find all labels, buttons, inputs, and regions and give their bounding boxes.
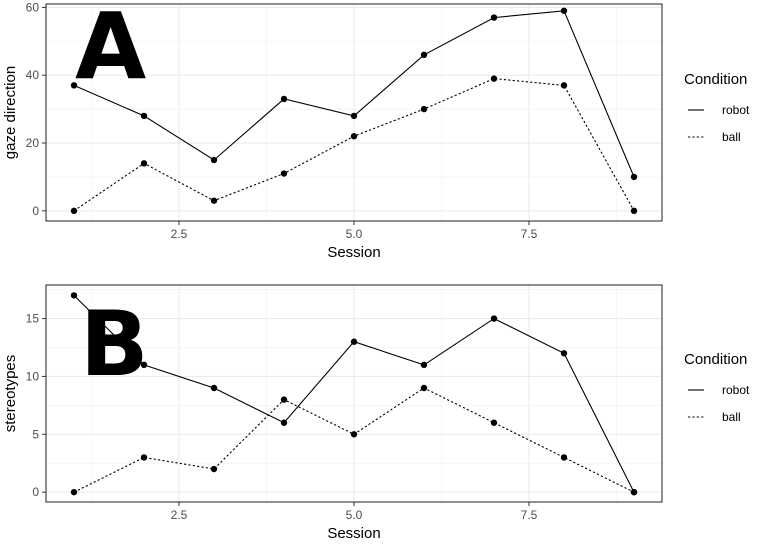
data-point-robot [560, 7, 568, 14]
y-tick-label: 20 [26, 136, 40, 150]
data-point-robot [560, 350, 568, 357]
data-point-ball [280, 170, 288, 177]
data-point-robot [70, 292, 78, 299]
data-point-robot [420, 51, 428, 59]
data-point-robot [630, 173, 638, 181]
data-point-ball [560, 82, 568, 89]
y-tick-label: 15 [26, 312, 40, 326]
x-axis-title: Session [327, 525, 380, 542]
legend-label-ball: ball [722, 410, 741, 424]
x-tick-label: 7.5 [521, 227, 538, 241]
data-point-ball [280, 396, 288, 403]
data-point-ball [630, 207, 638, 215]
data-point-robot [280, 95, 288, 103]
chart-panel-b: 2.5 5.0 7.5 0 5 10 15 B Session stereotypes Condit… [2, 284, 750, 542]
data-point-robot [420, 361, 428, 369]
x-tick-label: 2.5 [171, 227, 188, 241]
y-tick-label: 60 [26, 0, 40, 14]
y-tick-label: 40 [26, 68, 40, 82]
data-point-robot [140, 361, 148, 369]
data-point-robot [70, 82, 78, 89]
data-point-ball [490, 75, 498, 82]
data-point-ball [630, 488, 638, 496]
panel-letter: B [80, 292, 149, 397]
x-tick-label: 5.0 [346, 227, 363, 241]
data-point-robot [350, 338, 358, 345]
y-tick-label: 0 [32, 204, 39, 218]
legend-label-robot: robot [722, 383, 750, 397]
panel-border [45, 3, 663, 222]
y-tick-label: 0 [32, 485, 39, 499]
data-point-robot [490, 14, 498, 21]
data-point-ball [490, 419, 498, 426]
data-point-robot [210, 384, 218, 392]
data-point-ball [350, 133, 358, 140]
y-tick-label: 5 [32, 427, 39, 441]
data-point-robot [140, 112, 148, 120]
legend: Condition robot ball [684, 351, 750, 424]
legend-title: Condition [684, 71, 747, 88]
data-point-robot [280, 419, 288, 426]
x-tick-label: 7.5 [521, 508, 538, 522]
data-point-ball [210, 197, 218, 204]
data-point-ball [70, 488, 78, 496]
data-point-robot [490, 315, 498, 322]
data-point-ball [140, 454, 148, 461]
legend-label-ball: ball [722, 130, 741, 144]
y-axis-title: gaze direction [2, 66, 19, 159]
legend-label-robot: robot [722, 103, 750, 117]
x-tick-label: 5.0 [346, 508, 363, 522]
legend-title: Condition [684, 351, 747, 368]
y-tick-label: 10 [26, 369, 40, 383]
panel-border [45, 284, 663, 503]
data-point-ball [420, 105, 428, 113]
chart-panel-a: 2.5 5.0 7.5 0 20 40 60 A Session gaze direction Co… [2, 0, 750, 261]
x-tick-label: 2.5 [171, 508, 188, 522]
data-point-ball [560, 454, 568, 461]
data-point-robot [350, 112, 358, 120]
data-point-ball [70, 207, 78, 215]
x-axis-title: Session [327, 244, 380, 261]
data-point-ball [420, 384, 428, 392]
legend: Condition robot ball [684, 71, 750, 144]
data-point-robot [210, 156, 218, 164]
data-point-ball [350, 431, 358, 438]
data-point-ball [210, 465, 218, 473]
panel-letter: A [75, 0, 146, 100]
data-point-ball [140, 160, 148, 167]
y-axis-title: stereotypes [2, 355, 19, 433]
